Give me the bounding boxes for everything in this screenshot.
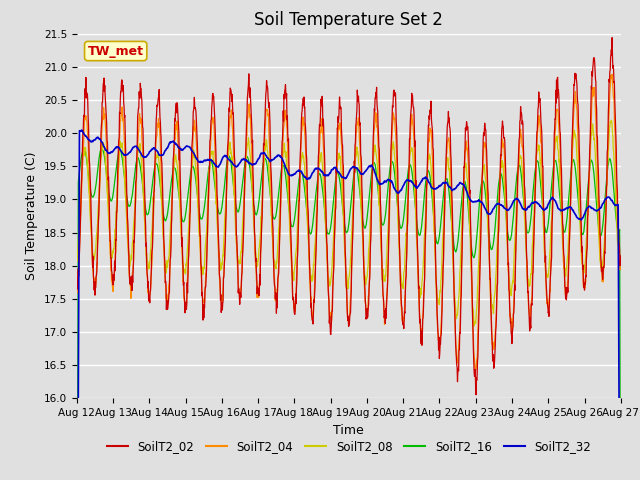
Line: SoilT2_32: SoilT2_32 [77, 130, 621, 480]
SoilT2_02 [194, 157, 202, 163]
SoilT2_04 [617, 264, 625, 270]
SoilT2_02 [553, 77, 561, 83]
SoilT2_02 [73, 280, 81, 286]
SoilT2_02 [433, 311, 441, 316]
SoilT2_32 [195, 158, 202, 164]
SoilT2_04 [194, 173, 202, 179]
SoilT2_16 [505, 235, 513, 240]
SoilT2_32 [78, 127, 86, 133]
SoilT2_16 [98, 145, 106, 151]
SoilT2_08 [73, 257, 81, 263]
SoilT2_04 [472, 371, 479, 376]
SoilT2_04 [180, 299, 188, 304]
SoilT2_08 [617, 256, 625, 262]
SoilT2_04 [553, 107, 561, 113]
SoilT2_02 [617, 253, 625, 259]
SoilT2_16 [434, 241, 442, 247]
Line: SoilT2_08: SoilT2_08 [77, 120, 621, 326]
SoilT2_32 [255, 156, 263, 161]
SoilT2_08 [553, 134, 561, 140]
Text: TW_met: TW_met [88, 45, 144, 58]
SoilT2_16 [553, 161, 561, 167]
Legend: SoilT2_02, SoilT2_04, SoilT2_08, SoilT2_16, SoilT2_32: SoilT2_02, SoilT2_04, SoilT2_08, SoilT2_… [102, 436, 596, 458]
SoilT2_16 [195, 199, 202, 205]
SoilT2_08 [607, 117, 615, 123]
Line: SoilT2_16: SoilT2_16 [77, 148, 621, 480]
SoilT2_04 [73, 288, 81, 294]
SoilT2_04 [505, 272, 513, 277]
SoilT2_08 [180, 269, 188, 275]
SoilT2_08 [433, 291, 441, 297]
SoilT2_02 [180, 297, 188, 303]
SoilT2_08 [255, 252, 262, 258]
SoilT2_02 [505, 260, 513, 266]
SoilT2_16 [255, 198, 263, 204]
SoilT2_08 [470, 323, 478, 329]
SoilT2_02 [608, 35, 616, 40]
Y-axis label: Soil Temperature (C): Soil Temperature (C) [25, 152, 38, 280]
SoilT2_32 [434, 185, 442, 191]
Line: SoilT2_02: SoilT2_02 [77, 37, 621, 395]
SoilT2_32 [505, 207, 513, 213]
SoilT2_04 [255, 294, 262, 300]
SoilT2_32 [553, 201, 561, 206]
SoilT2_04 [433, 312, 441, 318]
SoilT2_02 [472, 392, 480, 397]
SoilT2_02 [255, 286, 262, 291]
SoilT2_32 [181, 145, 189, 151]
Line: SoilT2_04: SoilT2_04 [77, 74, 621, 373]
SoilT2_16 [181, 216, 189, 221]
SoilT2_08 [505, 269, 513, 275]
SoilT2_08 [194, 204, 202, 209]
X-axis label: Time: Time [333, 424, 364, 437]
SoilT2_04 [608, 72, 616, 77]
Title: Soil Temperature Set 2: Soil Temperature Set 2 [254, 11, 444, 29]
